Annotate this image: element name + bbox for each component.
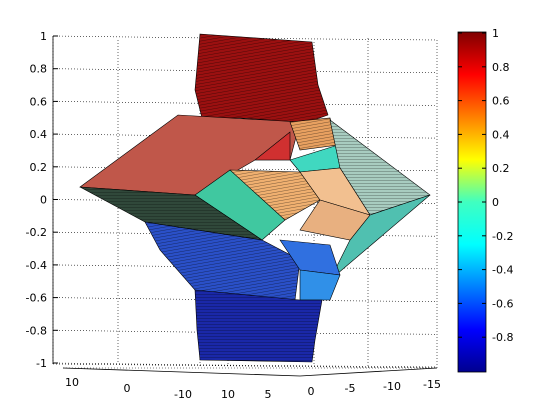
colorbar-tick-label: -0.2 [492,230,513,243]
z-tick-label: -0.6 [26,292,47,305]
y-tick-label: -15 [423,378,441,391]
colorbar-tick-label: -0.6 [492,297,513,310]
colorbar-tick-label: 0.4 [492,128,510,141]
z-tick-label: 0.8 [30,63,48,76]
z-tick-label: 0.2 [30,161,48,174]
x-tick-label: 0 [124,382,131,395]
colorbar-ticks: 1 0.8 0.6 0.4 0.2 0 -0.2 -0.4 -0.6 -0.8 [458,27,513,344]
colorbar-tick-label: -0.8 [492,331,513,344]
colorbar-tick-label: 0.6 [492,95,510,108]
y-tick-label: 10 [221,388,235,401]
y-tick-labels: 10 5 0 -5 -10 -15 [221,378,441,401]
y-tick-label: -10 [383,380,401,393]
colorbar-tick-label: 0.2 [492,162,510,175]
floor-front-edge [62,367,301,377]
colorbar-tick-label: 0 [492,196,499,209]
z-tick-label: -1 [36,357,47,370]
z-tick-label: -0.4 [26,259,47,272]
z-tick-label: 0.4 [30,128,48,141]
y-tick-label: -5 [345,382,356,395]
z-tick-labels: -1 -0.8 -0.6 -0.4 -0.2 0 0.2 0.4 0.6 0.8 1 [26,30,58,370]
x-tick-label: 10 [65,376,79,389]
surface [79,33,431,363]
colorbar-tick-label: 0.8 [492,61,510,74]
z-tick-label: 0 [40,194,47,207]
z-grid-line [52,362,438,368]
x-tick-labels: 10 0 -10 [65,376,192,401]
x-tick-label: -10 [174,388,192,401]
y-tick-label: 5 [265,388,272,401]
colorbar-tick-label: -0.4 [492,264,513,277]
colorbar-tick-label: 1 [492,27,499,40]
z-tick-label: 0.6 [30,95,48,108]
z-tick-label: -0.8 [26,324,47,337]
floor-right-edge [299,367,438,377]
colorbar [457,31,487,373]
y-tick-label: 0 [308,385,315,398]
z-tick-label: 1 [40,30,47,43]
z-tick-label: -0.2 [26,226,47,239]
